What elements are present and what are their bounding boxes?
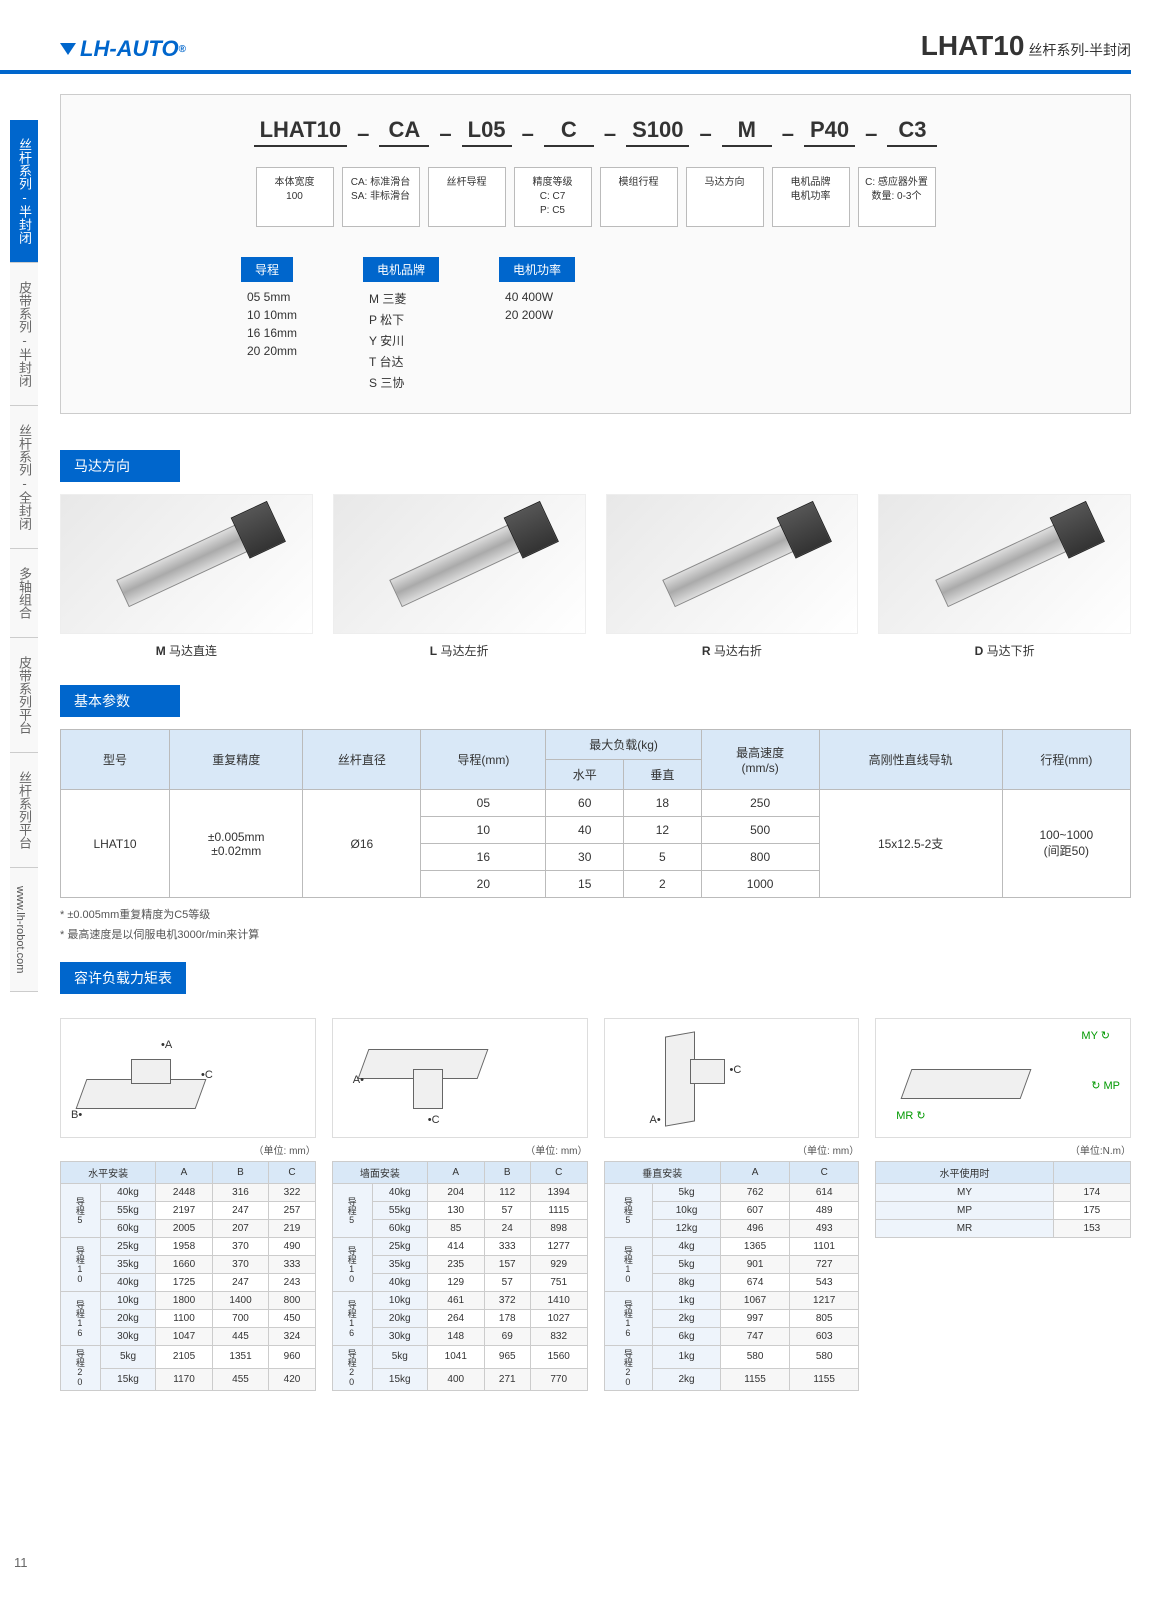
detail-header: 电机品牌 bbox=[363, 257, 439, 282]
detail-header: 导程 bbox=[241, 257, 293, 282]
motor-item: D 马达下折 bbox=[878, 494, 1131, 659]
sidebar-tab[interactable]: 丝杆系列平台 bbox=[10, 753, 38, 868]
motor-item: M 马达直连 bbox=[60, 494, 313, 659]
order-segment: LHAT10 bbox=[254, 115, 348, 147]
order-desc-box: 电机品牌电机功率 bbox=[772, 167, 850, 227]
sidebar-url: www.lh-robot.com bbox=[10, 868, 38, 992]
load-column: MY ↻↻ MPMR ↻ （单位:N.m） 水平使用时MY174MP175MR153 bbox=[875, 1018, 1131, 1391]
detail-line: 05 5mm bbox=[241, 288, 303, 306]
load-section: •AB••C （单位: mm） 水平安装ABC导程540kg244831632255… bbox=[60, 1018, 1131, 1391]
order-dash: – bbox=[780, 121, 796, 147]
order-segment: C3 bbox=[887, 115, 937, 147]
order-dash: – bbox=[602, 121, 618, 147]
load-diagram: •AB••C bbox=[60, 1018, 316, 1138]
title-model: LHAT10 bbox=[921, 30, 1025, 61]
sidebar-tab[interactable]: 多轴组合 bbox=[10, 549, 38, 638]
basic-params-header: 基本参数 bbox=[60, 685, 180, 717]
detail-line: P 松下 bbox=[363, 309, 439, 330]
order-detail-col: 导程 05 5mm10 10mm16 16mm20 20mm bbox=[241, 257, 303, 393]
order-segment: L05 bbox=[462, 115, 512, 147]
detail-line: T 台达 bbox=[363, 351, 439, 372]
detail-line: 40 400W bbox=[499, 288, 575, 306]
order-dash: – bbox=[520, 121, 536, 147]
motor-image bbox=[333, 494, 586, 634]
detail-line: S 三协 bbox=[363, 372, 439, 393]
detail-header: 电机功率 bbox=[499, 257, 575, 282]
order-segment: CA bbox=[379, 115, 429, 147]
basic-params-table: 型号重复精度丝杆直径导程(mm)最大负载(kg)最高速度(mm/s)高刚性直线导… bbox=[60, 729, 1131, 898]
load-column: A••C （单位: mm） 墙面安装ABC导程540kg204112139455kg… bbox=[332, 1018, 588, 1391]
order-desc-box: 丝杆导程 bbox=[428, 167, 506, 227]
motor-label: D 马达下折 bbox=[878, 642, 1131, 659]
logo-registered: ® bbox=[179, 44, 186, 55]
load-table: 垂直安装AC导程55kg76261410kg60748912kg496493导程… bbox=[604, 1161, 860, 1391]
logo-text: LH-AUTO bbox=[80, 36, 179, 62]
detail-line: 20 20mm bbox=[241, 342, 303, 360]
order-desc-box: 马达方向 bbox=[686, 167, 764, 227]
sidebar-tab[interactable]: 丝杆系列-全封闭 bbox=[10, 406, 38, 549]
detail-line: Y 安川 bbox=[363, 330, 439, 351]
load-table: 水平使用时MY174MP175MR153 bbox=[875, 1161, 1131, 1238]
order-code-row: LHAT10–CA–L05–C–S100–M–P40–C3 bbox=[81, 115, 1110, 147]
load-diagram: A••C bbox=[332, 1018, 588, 1138]
motor-label: M 马达直连 bbox=[60, 642, 313, 659]
order-desc-box: 本体宽度100 bbox=[256, 167, 334, 227]
detail-line: 10 10mm bbox=[241, 306, 303, 324]
load-table: 墙面安装ABC导程540kg204112139455kg13057111560k… bbox=[332, 1161, 588, 1391]
motor-image bbox=[606, 494, 859, 634]
ordering-panel: LHAT10–CA–L05–C–S100–M–P40–C3 本体宽度100CA:… bbox=[60, 94, 1131, 414]
load-header: 容许负载力矩表 bbox=[60, 962, 186, 994]
sidebar-tab[interactable]: 皮带系列平台 bbox=[10, 638, 38, 753]
detail-line: 20 200W bbox=[499, 306, 575, 324]
unit-label: （单位: mm） bbox=[332, 1142, 588, 1157]
order-segment: C bbox=[544, 115, 594, 147]
load-column: A••C （单位: mm） 垂直安装AC导程55kg76261410kg607489… bbox=[604, 1018, 860, 1391]
page-number: 11 bbox=[14, 1555, 28, 1570]
detail-line: M 三菱 bbox=[363, 288, 439, 309]
load-table: 水平安装ABC导程540kg244831632255kg219724725760… bbox=[60, 1161, 316, 1391]
logo-triangle-icon bbox=[60, 43, 76, 55]
motor-dir-row: M 马达直连 L 马达左折 R 马达右折 D 马达下折 bbox=[60, 494, 1131, 659]
order-desc-row: 本体宽度100CA: 标准滑台SA: 非标滑台丝杆导程精度等级C: C7P: C… bbox=[81, 167, 1110, 227]
sidebar: 丝杆系列-半封闭皮带系列-半封闭丝杆系列-全封闭多轴组合皮带系列平台丝杆系列平台… bbox=[10, 120, 38, 992]
order-detail-row: 导程 05 5mm10 10mm16 16mm20 20mm 电机品牌 M 三菱P 松… bbox=[241, 257, 1110, 393]
order-segment: P40 bbox=[804, 115, 855, 147]
order-segment: S100 bbox=[626, 115, 689, 147]
unit-label: （单位: mm） bbox=[604, 1142, 860, 1157]
order-segment: M bbox=[722, 115, 772, 147]
order-dash: – bbox=[863, 121, 879, 147]
load-diagram: MY ↻↻ MPMR ↻ bbox=[875, 1018, 1131, 1138]
order-dash: – bbox=[697, 121, 713, 147]
title-desc: 丝杆系列-半封闭 bbox=[1028, 42, 1131, 58]
order-detail-col: 电机功率 40 400W20 200W bbox=[499, 257, 575, 393]
load-diagram: A••C bbox=[604, 1018, 860, 1138]
detail-line: 16 16mm bbox=[241, 324, 303, 342]
motor-label: L 马达左折 bbox=[333, 642, 586, 659]
motor-item: L 马达左折 bbox=[333, 494, 586, 659]
motor-image bbox=[60, 494, 313, 634]
unit-label: （单位:N.m） bbox=[875, 1142, 1131, 1157]
order-dash: – bbox=[437, 121, 453, 147]
unit-label: （单位: mm） bbox=[60, 1142, 316, 1157]
order-detail-col: 电机品牌 M 三菱P 松下Y 安川T 台达S 三协 bbox=[363, 257, 439, 393]
order-desc-box: C: 感应器外置数量: 0-3个 bbox=[858, 167, 936, 227]
sidebar-tab[interactable]: 皮带系列-半封闭 bbox=[10, 263, 38, 406]
basic-note: * ±0.005mm重复精度为C5等级 bbox=[60, 906, 1131, 922]
page-title: LHAT10 丝杆系列-半封闭 bbox=[921, 30, 1131, 62]
order-desc-box: 精度等级C: C7P: C5 bbox=[514, 167, 592, 227]
sidebar-tab[interactable]: 丝杆系列-半封闭 bbox=[10, 120, 38, 263]
basic-note: * 最高速度是以伺服电机3000r/min来计算 bbox=[60, 926, 1131, 942]
page-header: LH-AUTO ® LHAT10 丝杆系列-半封闭 bbox=[0, 20, 1131, 74]
motor-item: R 马达右折 bbox=[606, 494, 859, 659]
logo: LH-AUTO ® bbox=[60, 36, 186, 62]
load-column: •AB••C （单位: mm） 水平安装ABC导程540kg244831632255… bbox=[60, 1018, 316, 1391]
order-desc-box: 模组行程 bbox=[600, 167, 678, 227]
motor-label: R 马达右折 bbox=[606, 642, 859, 659]
motor-dir-header: 马达方向 bbox=[60, 450, 180, 482]
motor-image bbox=[878, 494, 1131, 634]
order-desc-box: CA: 标准滑台SA: 非标滑台 bbox=[342, 167, 420, 227]
order-dash: – bbox=[355, 121, 371, 147]
